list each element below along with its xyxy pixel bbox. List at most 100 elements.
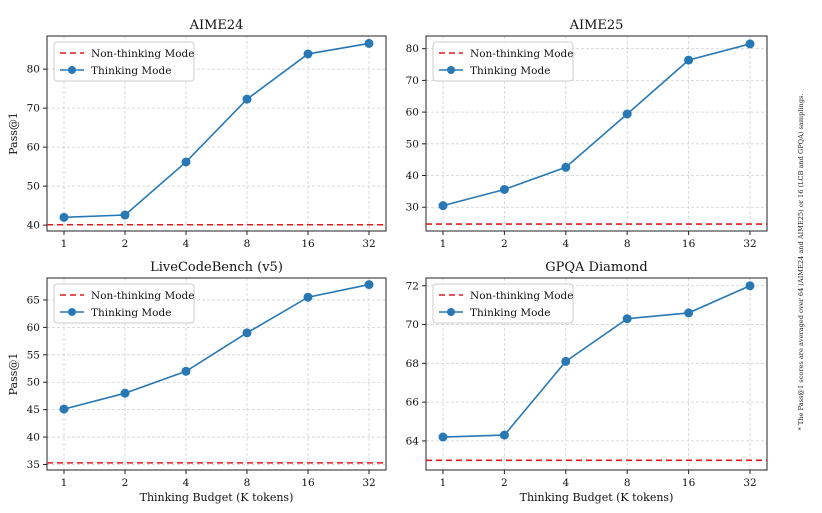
x-tick-label: 8 [624,238,631,250]
x-tick-label: 32 [362,477,375,489]
data-point-thinking [181,157,191,167]
axes-frame [425,35,768,232]
legend-label: Non-thinking Mode [470,48,573,60]
data-point-thinking [120,388,130,398]
series-line-thinking [442,43,751,207]
legend: Non-thinking Mode Thinking Mode [432,283,574,324]
x-axis-label: Thinking Budget (K tokens) [140,491,294,504]
chart-panel-4: GPQA Diamond 1 2 4 8 16 32 64 66 68 70 72 Thinking B… [406,260,768,504]
x-tick-label: 8 [244,477,251,489]
y-tick-label: 80 [27,64,40,76]
x-tick-label: 32 [743,477,756,489]
x-tick-label: 8 [624,477,631,489]
x-tick-label: 1 [440,477,447,489]
y-tick-label: 66 [406,397,420,409]
y-tick-label: 64 [406,435,420,447]
legend-box [53,41,195,82]
y-tick-label: 65 [27,294,40,306]
axes-frame [46,35,387,232]
x-tick-label: 4 [562,477,569,489]
y-tick-label: 60 [27,142,40,154]
legend-marker-thinking [447,66,455,74]
data-point-thinking [745,281,755,291]
y-tick-label: 50 [27,377,40,389]
y-tick-label: 50 [406,138,419,150]
chart-title: AIME25 [569,18,624,33]
y-tick-label: 30 [406,202,419,214]
y-tick-label: 40 [27,432,40,444]
data-point-thinking [120,210,130,220]
y-tick-label: 80 [406,43,419,55]
legend-label: Thinking Mode [91,307,171,319]
axes-frame [425,277,768,471]
x-tick-label: 1 [61,477,68,489]
data-point-thinking [59,212,69,222]
y-axis-label: Pass@1 [7,112,20,155]
data-point-thinking [364,280,374,290]
x-tick-label: 4 [183,238,190,250]
y-tick-label: 70 [406,319,419,331]
data-point-thinking [561,356,571,366]
data-point-thinking [499,184,509,194]
series-line-thinking [63,283,370,410]
legend-marker-thinking [68,66,76,74]
data-point-thinking [622,314,632,324]
x-tick-label: 8 [244,238,251,250]
legend: Non-thinking Mode Thinking Mode [53,41,195,82]
data-point-thinking [684,308,694,318]
x-tick-label: 2 [122,477,129,489]
chart-title: LiveCodeBench (v5) [150,260,283,275]
x-tick-label: 4 [183,477,190,489]
legend-box [53,283,195,324]
x-tick-label: 1 [61,238,68,250]
legend-label: Non-thinking Mode [91,48,194,60]
data-point-thinking [364,38,374,48]
legend-label: Thinking Mode [470,307,550,319]
x-tick-label: 2 [501,477,508,489]
legend-label: Thinking Mode [91,65,171,77]
data-point-thinking [242,94,252,104]
x-tick-label: 16 [682,238,696,250]
data-point-thinking [438,201,448,211]
x-tick-label: 2 [122,238,129,250]
x-tick-label: 32 [362,238,375,250]
y-tick-label: 72 [406,280,419,292]
legend-label: Thinking Mode [470,65,550,77]
y-axis-label: Pass@1 [7,353,20,396]
legend-label: Non-thinking Mode [91,290,194,302]
legend: Non-thinking Mode Thinking Mode [53,283,195,324]
y-tick-label: 50 [27,181,40,193]
y-tick-label: 55 [27,349,40,361]
y-tick-label: 45 [27,404,40,416]
data-point-thinking [499,430,509,440]
data-point-thinking [684,55,694,65]
data-point-thinking [303,292,313,302]
x-tick-label: 2 [501,238,508,250]
x-tick-label: 4 [562,238,569,250]
data-point-thinking [181,366,191,376]
legend-box [432,41,574,82]
data-point-thinking [303,49,313,59]
x-axis-label: Thinking Budget (K tokens) [520,491,674,504]
axes-frame [46,277,387,471]
legend-label: Non-thinking Mode [470,290,573,302]
x-tick-label: 16 [301,238,315,250]
chart-panel-2: AIME25 1 2 4 8 16 32 30 40 50 60 70 80 Non-thinking M… [406,18,768,250]
data-point-thinking [745,39,755,49]
data-point-thinking [561,162,571,172]
data-point-thinking [622,109,632,119]
data-point-thinking [59,404,69,414]
y-tick-label: 68 [406,358,419,370]
series-line-thinking [442,285,751,438]
y-tick-label: 70 [27,103,40,115]
chart-title: AIME24 [189,18,244,33]
x-tick-label: 16 [682,477,696,489]
legend-marker-thinking [68,308,76,316]
y-tick-label: 60 [406,107,419,119]
x-tick-label: 32 [743,238,756,250]
chart-panel-3: LiveCodeBench (v5) 1 2 4 8 16 32 35 40 45 50 55 60 65… [7,260,387,504]
y-tick-label: 40 [406,170,419,182]
chart-panel-1: AIME24 1 2 4 8 16 32 40 50 60 70 80 Pass@1 Non-thinki… [7,18,387,250]
y-tick-label: 40 [27,220,40,232]
